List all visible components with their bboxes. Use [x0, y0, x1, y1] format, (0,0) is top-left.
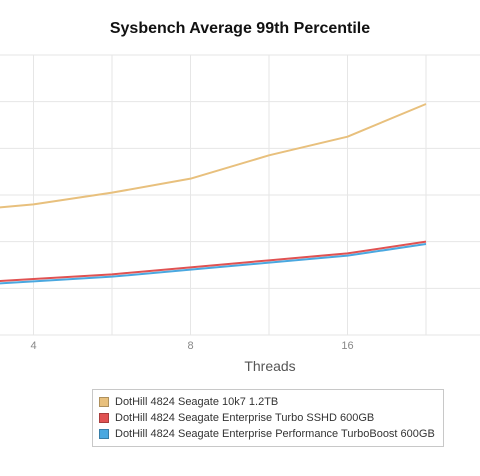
chart-title: Sysbench Average 99th Percentile — [109, 20, 371, 37]
legend-swatch — [99, 397, 109, 407]
legend-item[interactable]: DotHill 4824 Seagate Enterprise Performa… — [99, 426, 437, 442]
series-line — [0, 240, 427, 282]
x-tick-label: 4 — [30, 340, 36, 352]
x-tick-label: 8 — [187, 340, 193, 352]
x-axis-label: Threads — [244, 358, 296, 374]
series-lines — [0, 103, 427, 285]
legend-label: DotHill 4824 Seagate Enterprise Turbo SS… — [115, 412, 375, 424]
legend-item[interactable]: DotHill 4824 Seagate Enterprise Turbo SS… — [99, 410, 437, 426]
legend-item[interactable]: DotHill 4824 Seagate 10k7 1.2TB — [99, 394, 437, 410]
legend-swatch — [99, 429, 109, 439]
series-line — [0, 243, 427, 285]
gridlines — [0, 54, 480, 336]
legend-label: DotHill 4824 Seagate Enterprise Performa… — [115, 428, 435, 440]
x-tick-labels: 4 8 16 — [30, 340, 353, 352]
series-line — [0, 103, 427, 209]
x-tick-label: 16 — [341, 340, 353, 352]
legend-label: DotHill 4824 Seagate 10k7 1.2TB — [115, 396, 279, 408]
legend: DotHill 4824 Seagate 10k7 1.2TB DotHill … — [92, 389, 444, 447]
legend-swatch — [99, 413, 109, 423]
